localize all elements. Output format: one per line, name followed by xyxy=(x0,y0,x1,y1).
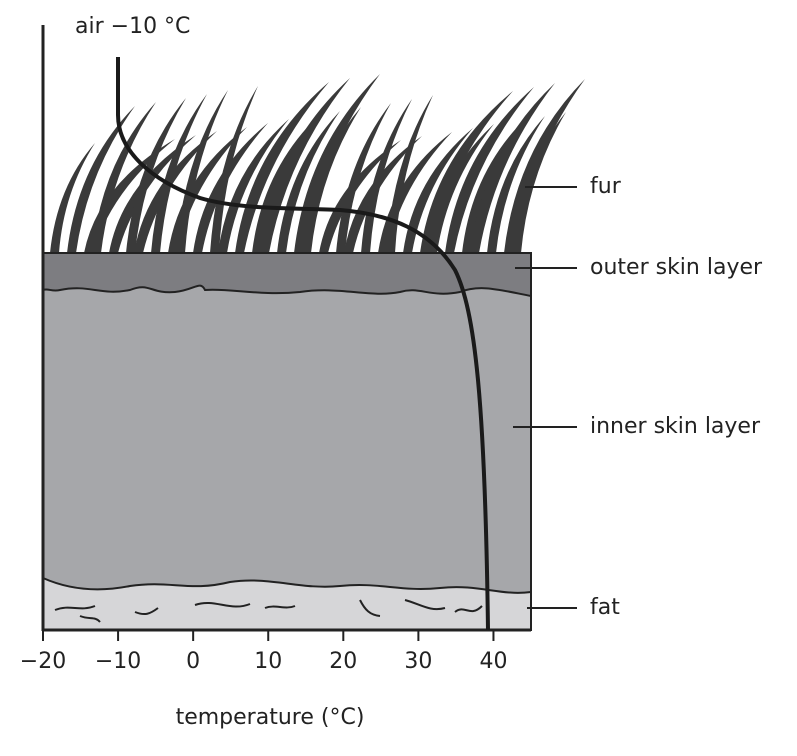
tick-label: −10 xyxy=(95,649,141,674)
hair xyxy=(386,95,433,253)
hair xyxy=(218,119,289,253)
hair xyxy=(302,107,361,253)
hair xyxy=(193,123,268,253)
hair xyxy=(403,128,473,253)
leader-lines xyxy=(513,186,577,609)
hair xyxy=(294,74,380,253)
tick-label: 20 xyxy=(329,649,357,674)
tick-label: 40 xyxy=(479,649,507,674)
label: inner skin layer xyxy=(590,414,761,439)
hair xyxy=(319,140,401,253)
hair xyxy=(50,143,95,253)
hair xyxy=(344,136,422,253)
fur-hairs xyxy=(50,74,585,253)
tick-label: 30 xyxy=(404,649,432,674)
tick-label: −20 xyxy=(20,649,66,674)
hair xyxy=(487,116,545,253)
label: fat xyxy=(590,595,620,620)
fat xyxy=(42,576,532,631)
hair xyxy=(235,82,329,253)
hair xyxy=(277,111,340,253)
hair xyxy=(378,132,452,253)
temperature-curve xyxy=(116,57,490,631)
hair xyxy=(470,83,555,253)
label: outer skin layer xyxy=(590,255,763,280)
hair xyxy=(462,120,524,253)
tick-label: 0 xyxy=(186,649,200,674)
hair xyxy=(151,94,207,253)
inner-skin xyxy=(43,253,531,630)
axis-label: temperature (°C) xyxy=(176,705,365,730)
hair xyxy=(168,127,247,253)
hair xyxy=(134,131,217,253)
hair xyxy=(428,124,494,253)
hair xyxy=(67,106,135,253)
fat-marks xyxy=(54,599,483,623)
hair xyxy=(84,139,175,253)
hair xyxy=(336,103,391,253)
tick-label: 10 xyxy=(254,649,282,674)
hair xyxy=(504,79,585,253)
outer-skin xyxy=(42,252,532,298)
label: fur xyxy=(590,174,622,199)
hair xyxy=(92,102,156,253)
hair xyxy=(176,90,228,253)
hair xyxy=(512,112,566,253)
hair xyxy=(109,135,196,253)
hair xyxy=(445,87,534,253)
hair xyxy=(420,91,513,253)
air-label: air −10 °C xyxy=(75,14,190,39)
hair xyxy=(210,86,258,253)
hair xyxy=(260,78,350,253)
hair xyxy=(252,115,319,253)
hair xyxy=(126,98,186,253)
